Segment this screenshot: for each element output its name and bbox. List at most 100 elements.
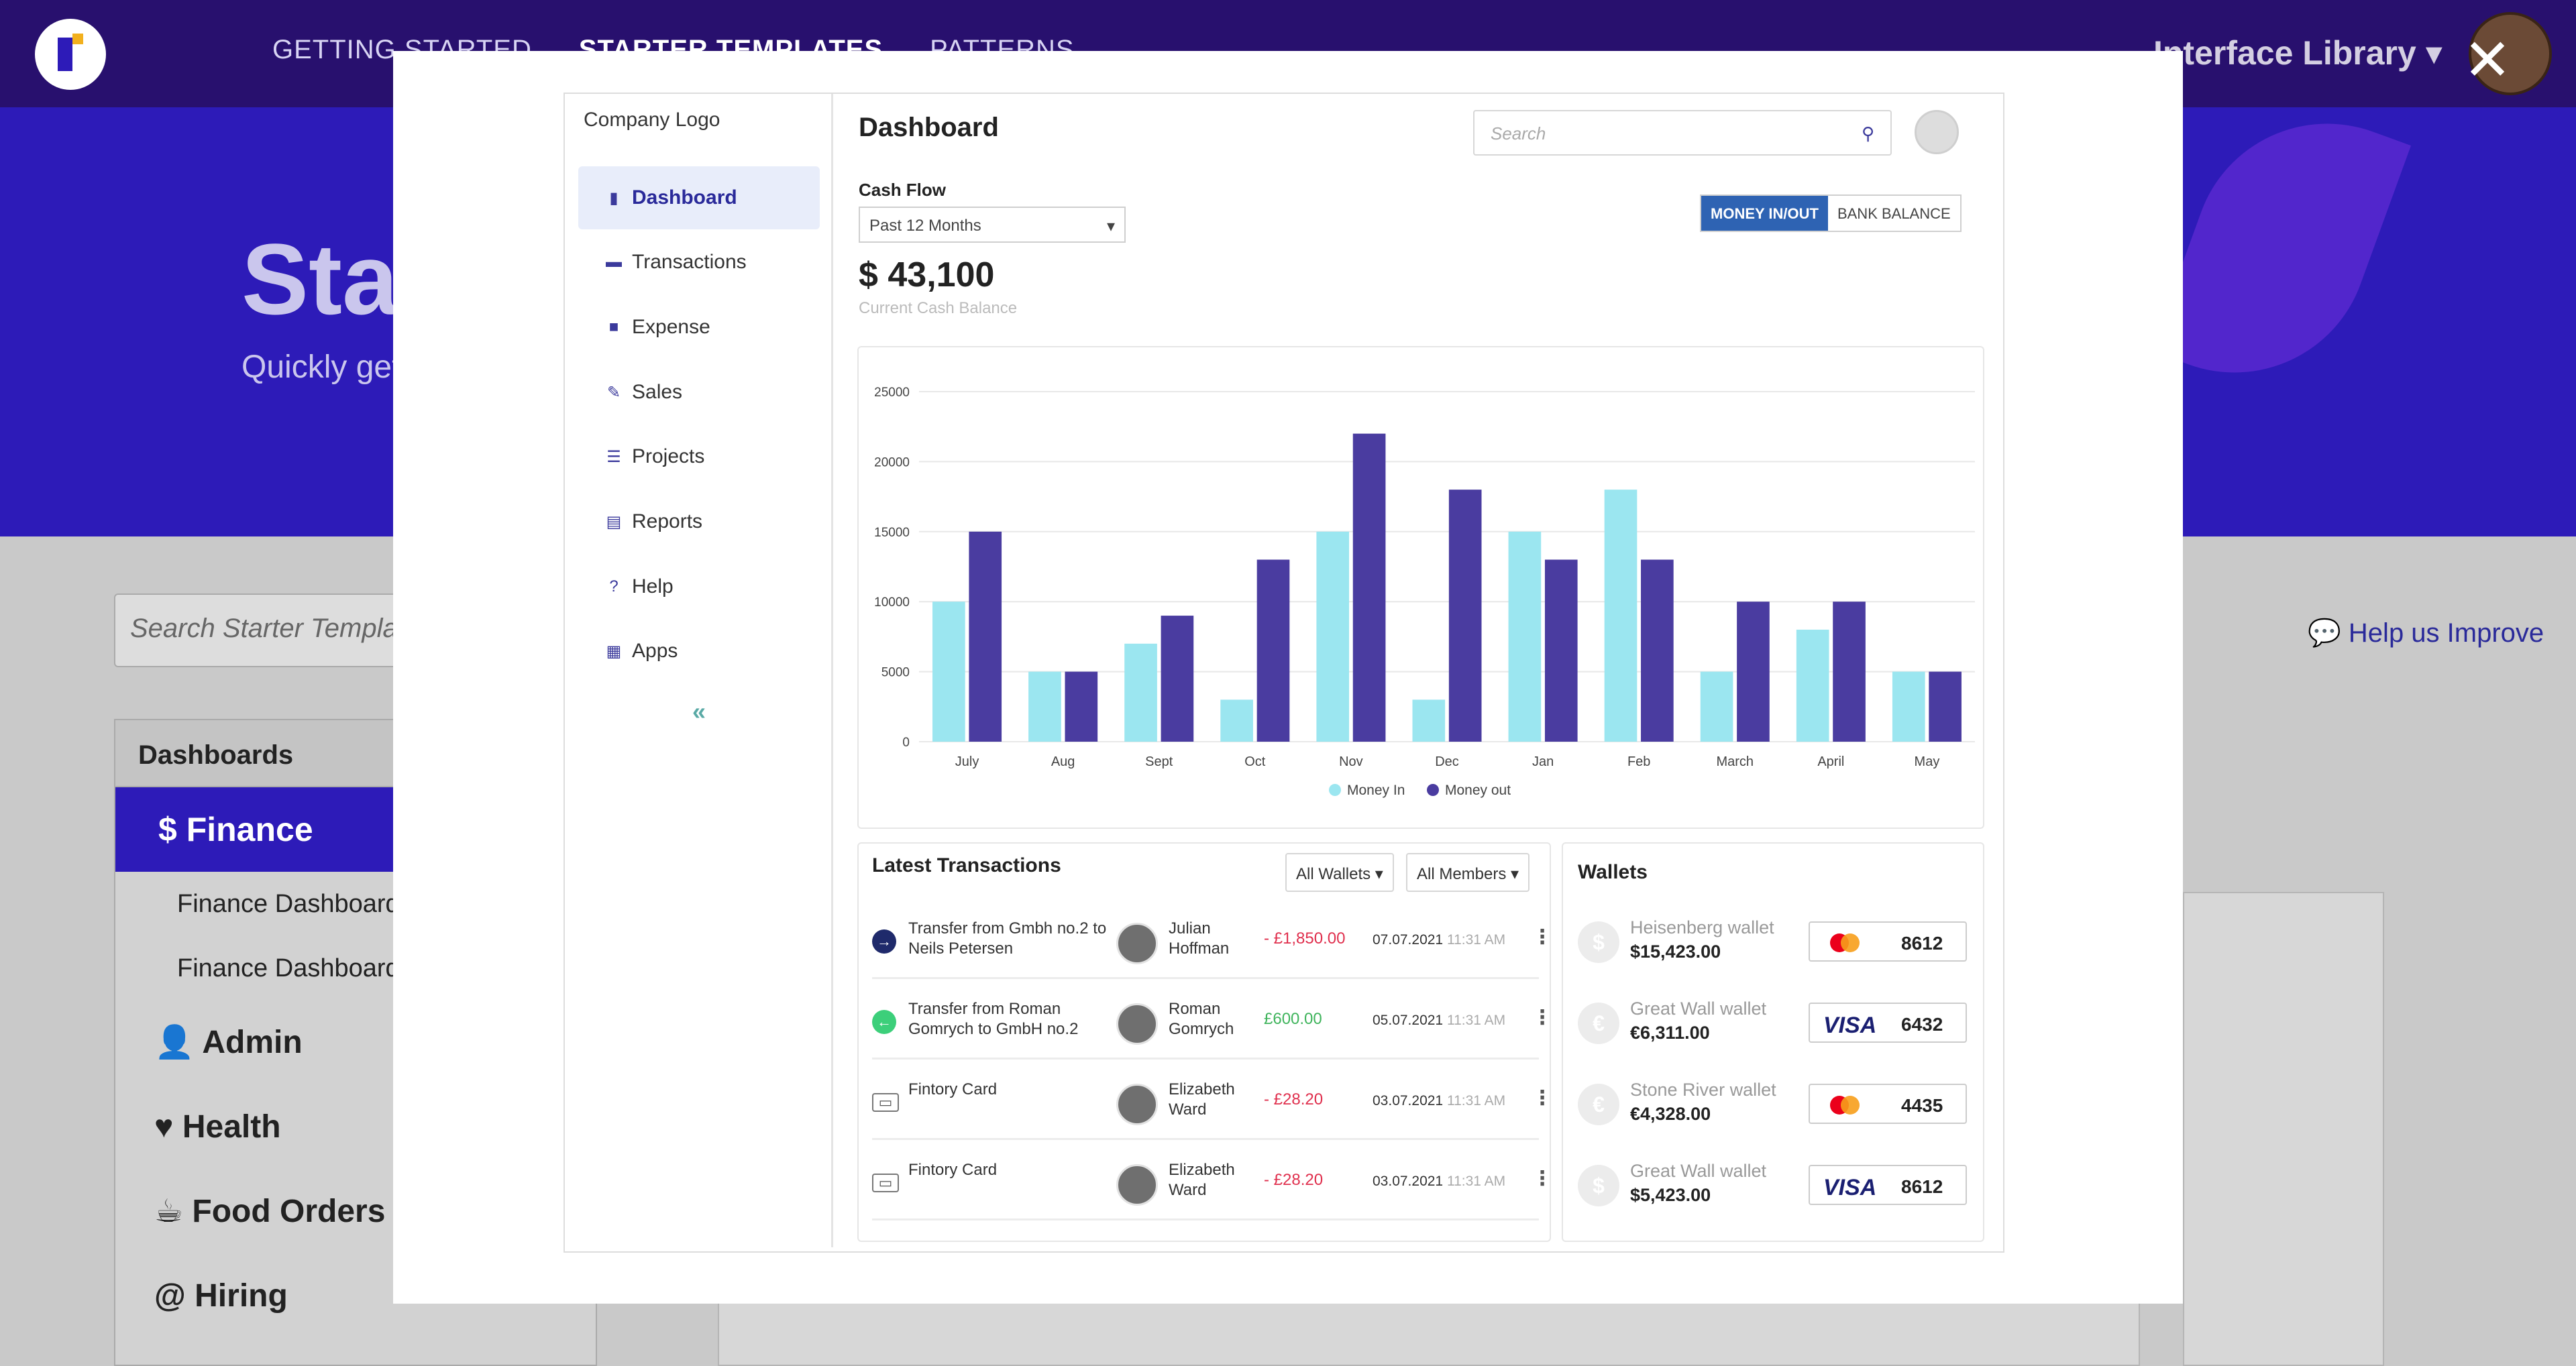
user-icon: 👤 xyxy=(154,1025,203,1060)
transaction-row[interactable]: ▭ Fintory Card Elizabeth Ward - £28.20 0… xyxy=(872,1141,1552,1220)
category-label: Admin xyxy=(202,1025,303,1060)
members-filter[interactable]: All Members ▾ xyxy=(1406,853,1530,892)
wallet-amount: €4,328.00 xyxy=(1630,1104,1711,1124)
bar xyxy=(1316,531,1350,742)
time-value: 11:31 AM xyxy=(1446,1093,1506,1108)
more-options-icon[interactable]: ⋮ xyxy=(1532,926,1552,948)
card-last4: 8612 xyxy=(1901,1176,1943,1197)
search-input[interactable]: Search ⚲ xyxy=(1473,110,1892,156)
transaction-row[interactable]: → Transfer from Gmbh no.2 to Neils Peter… xyxy=(872,900,1552,979)
date-value: 07.07.2021 xyxy=(1373,932,1444,948)
card-last4: 4435 xyxy=(1901,1095,1943,1116)
wallet-name: Great Wall wallet xyxy=(1630,1161,1767,1181)
transaction-row[interactable]: ← Transfer from Roman Gomrych to GmbH no… xyxy=(872,980,1552,1060)
period-select[interactable]: Past 12 Months ▾ xyxy=(859,207,1126,243)
legend-marker xyxy=(1329,784,1341,796)
currency-icon: $ xyxy=(1578,921,1619,963)
date-value: 05.07.2021 xyxy=(1373,1013,1444,1028)
member-name: Julian Hoffman xyxy=(1169,919,1230,958)
template-thumbnail xyxy=(2183,892,2384,1366)
money-in-out-button[interactable]: MONEY IN/OUT xyxy=(1701,196,1828,231)
sidebar-item-help[interactable]: ? Help xyxy=(578,555,820,618)
wrench-icon: ✎ xyxy=(606,383,621,402)
search-placeholder: Search xyxy=(1491,123,1546,144)
more-options-icon[interactable]: ⋮ xyxy=(1532,1087,1552,1109)
mastercard-icon xyxy=(1841,1096,1860,1115)
heartbeat-icon: ♥ xyxy=(154,1109,182,1145)
search-icon[interactable]: ⚲ xyxy=(1861,123,1874,144)
bar xyxy=(1065,671,1098,742)
wallet-card[interactable]: VISA 6432 xyxy=(1809,1003,1967,1043)
x-tick-label: Nov xyxy=(1339,754,1363,769)
wallet-amount: $15,423.00 xyxy=(1630,942,1721,962)
sidebar-item-sales[interactable]: ✎ Sales xyxy=(578,361,820,424)
bar xyxy=(1700,671,1733,742)
x-tick-label: March xyxy=(1716,754,1754,769)
profile-avatar[interactable] xyxy=(1915,110,1959,154)
currency-icon: $ xyxy=(1578,1165,1619,1206)
sidebar-item-expense[interactable]: ■ Expense xyxy=(578,296,820,359)
transaction-description: Fintory Card xyxy=(908,1080,998,1098)
caret-down-icon: ▾ xyxy=(1106,217,1115,235)
bar xyxy=(1604,490,1638,742)
preview-modal: Company Logo ▮ Dashboard ▬ Transactions ■ E… xyxy=(393,51,2183,1304)
hero-subtitle: Quickly get xyxy=(241,349,401,385)
category-admin[interactable]: 👤 Admin xyxy=(115,1001,596,1085)
sidebar-item-label: Sales xyxy=(632,381,683,403)
bar xyxy=(1448,490,1482,742)
bar xyxy=(1737,602,1770,742)
member-avatar xyxy=(1116,1164,1158,1206)
sidebar-item-dashboard[interactable]: ▮ Dashboard xyxy=(578,166,820,229)
wallet-row[interactable]: $ Great Wall wallet $5,423.00 VISA 8612 xyxy=(1578,1145,1974,1225)
coffee-icon: ☕ xyxy=(154,1194,193,1229)
transaction-row[interactable]: ▭ Fintory Card Elizabeth Ward - £28.20 0… xyxy=(872,1061,1552,1140)
category-health[interactable]: ♥ Health xyxy=(115,1085,596,1170)
bar xyxy=(1352,433,1386,742)
member-name: Elizabeth Ward xyxy=(1169,1080,1235,1119)
wallet-card[interactable]: 4435 xyxy=(1809,1084,1967,1124)
more-options-icon[interactable]: ⋮ xyxy=(1532,1007,1552,1029)
category-sub-item[interactable]: Finance Dashboard xyxy=(177,890,400,918)
x-tick-label: July xyxy=(955,754,979,769)
close-modal-button[interactable]: ✕ xyxy=(2463,28,2512,93)
sidebar-item-apps[interactable]: ▦ Apps xyxy=(578,620,820,683)
bar-chart-icon: ▮ xyxy=(609,188,619,207)
help-improve-link[interactable]: 💬 Help us Improve xyxy=(2308,617,2544,648)
wallet-name: Stone River wallet xyxy=(1630,1080,1776,1100)
x-tick-label: Jan xyxy=(1532,754,1554,769)
bank-balance-button[interactable]: BANK BALANCE xyxy=(1837,205,1951,222)
sidebar-item-transactions[interactable]: ▬ Transactions xyxy=(578,231,820,294)
interface-library-menu[interactable]: Interface Library ▾ xyxy=(2153,34,2443,72)
x-tick-label: Oct xyxy=(1244,754,1266,769)
wallet-row[interactable]: € Great Wall wallet €6,311.00 VISA 6432 xyxy=(1578,982,1974,1063)
y-tick-label: 5000 xyxy=(881,666,910,680)
site-logo[interactable] xyxy=(35,19,106,90)
bar xyxy=(1412,699,1446,742)
category-sub-item[interactable]: Finance Dashboard xyxy=(177,954,400,982)
more-options-icon[interactable]: ⋮ xyxy=(1532,1168,1552,1190)
wallet-card[interactable]: 8612 xyxy=(1809,921,1967,962)
category-hiring[interactable]: @ Hiring xyxy=(115,1254,596,1339)
member-avatar xyxy=(1116,1003,1158,1045)
wallet-row[interactable]: $ Heisenberg wallet $15,423.00 8612 xyxy=(1578,901,1974,982)
y-tick-label: 0 xyxy=(902,736,910,750)
wallet-card[interactable]: VISA 8612 xyxy=(1809,1165,1967,1205)
chat-icon: 💬 xyxy=(2308,618,2349,648)
bar xyxy=(1641,559,1674,742)
transaction-description: Fintory Card xyxy=(908,1161,998,1179)
cash-balance-value: $ 43,100 xyxy=(859,255,995,294)
wallet-amount: €6,311.00 xyxy=(1630,1023,1710,1043)
currency-icon: € xyxy=(1578,1003,1619,1044)
transaction-date: 03.07.2021 11:31 AM xyxy=(1373,1093,1505,1109)
currency-icon: € xyxy=(1578,1084,1619,1125)
sidebar-item-projects[interactable]: ☰ Projects xyxy=(578,425,820,488)
sidebar-item-reports[interactable]: ▤ Reports xyxy=(578,490,820,553)
collapse-sidebar-icon[interactable]: « xyxy=(692,697,706,725)
category-food-orders[interactable]: ☕ Food Orders xyxy=(115,1170,596,1254)
wallets-title: Wallets xyxy=(1578,861,1648,883)
transaction-amount: - £28.20 xyxy=(1264,1090,1324,1108)
wallet-row[interactable]: € Stone River wallet €4,328.00 4435 xyxy=(1578,1064,1974,1144)
mastercard-icon xyxy=(1841,933,1860,952)
wallets-filter[interactable]: All Wallets ▾ xyxy=(1285,853,1394,892)
user-avatar[interactable] xyxy=(2469,12,2552,95)
